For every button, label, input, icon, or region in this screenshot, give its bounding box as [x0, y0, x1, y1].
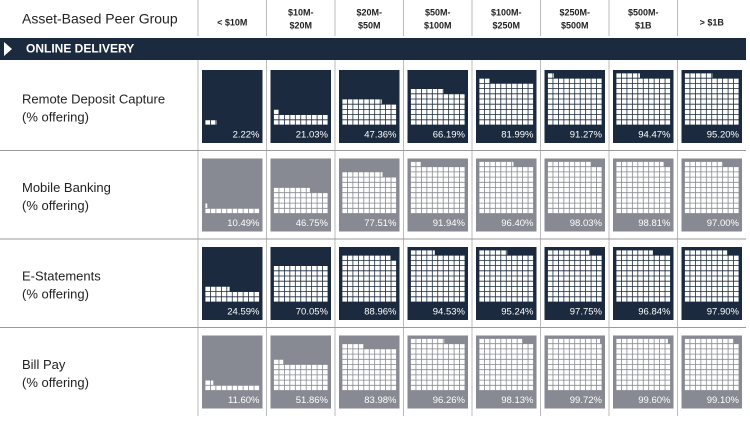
waffle-fill	[684, 72, 740, 126]
value-label: 96.26%	[433, 395, 466, 406]
value-label: 95.20%	[707, 130, 740, 141]
value-label: 51.86%	[296, 395, 329, 406]
waffle-fill	[478, 338, 534, 391]
waffle-fill	[615, 338, 671, 391]
table-title: Asset-Based Peer Group	[22, 11, 178, 27]
column-header: $50M-	[425, 7, 451, 17]
column-header: $500M	[561, 20, 589, 30]
waffle-fill	[684, 338, 740, 391]
value-label: 70.05%	[296, 307, 329, 318]
column-header: $20M	[289, 20, 312, 30]
row-label: Bill Pay	[22, 357, 66, 372]
value-label: 96.84%	[638, 307, 671, 318]
waffle-fill	[204, 202, 260, 214]
value-label: 24.59%	[227, 307, 260, 318]
waffle-fill	[615, 161, 671, 214]
section-band	[0, 38, 746, 60]
waffle-fill	[273, 109, 329, 126]
value-label: 99.60%	[638, 395, 671, 406]
column-header: $1B	[635, 20, 652, 30]
value-label: 94.53%	[433, 307, 466, 318]
value-label: 91.94%	[433, 218, 466, 229]
section-arrow	[4, 42, 12, 56]
row-note: (% offering)	[22, 286, 89, 301]
waffle-box	[202, 158, 263, 232]
waffle-fill	[341, 171, 397, 214]
waffle-fill	[478, 77, 534, 126]
value-label: 99.10%	[707, 395, 740, 406]
column-header: $250M	[492, 20, 520, 30]
column-header: $100M-	[491, 7, 522, 17]
value-label: 2.22%	[233, 130, 260, 141]
value-label: 96.40%	[501, 218, 534, 229]
value-label: 21.03%	[296, 130, 329, 141]
waffle-fill	[204, 286, 260, 303]
row-note: (% offering)	[22, 198, 89, 213]
value-label: 99.72%	[570, 395, 603, 406]
value-label: 10.49%	[227, 218, 260, 229]
waffle-fill	[204, 379, 260, 391]
row-note: (% offering)	[22, 375, 89, 390]
value-label: 47.36%	[364, 130, 397, 141]
value-label: 98.13%	[501, 395, 534, 406]
value-label: 46.75%	[296, 218, 329, 229]
waffle-box	[270, 70, 331, 143]
waffle-fill	[410, 338, 466, 391]
value-label: 98.03%	[570, 218, 603, 229]
waffle-fill	[478, 249, 534, 303]
value-label: 77.51%	[364, 218, 397, 229]
column-header: $100M	[424, 20, 452, 30]
column-header: $250M-	[559, 7, 590, 17]
row-label: Mobile Banking	[22, 180, 111, 195]
waffle-fill	[547, 338, 603, 391]
waffle-fill	[684, 249, 740, 303]
waffle-fill	[478, 161, 534, 214]
column-header: $50M	[358, 20, 381, 30]
section-title: ONLINE DELIVERY	[26, 42, 134, 56]
value-label: 97.90%	[707, 307, 740, 318]
waffle-box	[202, 335, 263, 409]
waffle-fill	[341, 254, 397, 303]
waffle-fill	[410, 249, 466, 303]
column-header: $500M-	[628, 7, 659, 17]
value-label: 83.98%	[364, 395, 397, 406]
waffle-fill	[547, 161, 603, 214]
waffle-fill	[273, 187, 329, 214]
waffle-fill	[547, 249, 603, 303]
value-label: 97.75%	[570, 307, 603, 318]
waffle-box	[202, 247, 263, 320]
value-label: 11.60%	[228, 395, 260, 406]
waffle-fill	[341, 98, 397, 126]
column-header: $20M-	[356, 7, 382, 17]
waffle-fill	[547, 72, 603, 126]
value-label: 88.96%	[364, 307, 397, 318]
waffle-fill	[684, 161, 740, 214]
value-label: 94.47%	[638, 130, 671, 141]
waffle-fill	[410, 161, 466, 214]
row-note: (% offering)	[22, 109, 89, 124]
column-header: < $10M	[217, 17, 247, 27]
waffle-box	[202, 70, 263, 143]
waffle-fill	[273, 358, 329, 391]
value-label: 66.19%	[433, 130, 466, 141]
waffle-fill	[204, 119, 218, 126]
waffle-fill	[615, 249, 671, 303]
value-label: 95.24%	[501, 307, 534, 318]
column-header: > $1B	[700, 17, 725, 27]
value-label: 91.27%	[570, 130, 603, 141]
row-label: E-Statements	[22, 268, 101, 283]
value-label: 81.99%	[501, 130, 534, 141]
waffle-fill	[615, 72, 671, 126]
value-label: 98.81%	[638, 218, 671, 229]
waffle-fill	[273, 260, 329, 303]
value-label: 97.00%	[707, 218, 740, 229]
waffle-fill	[410, 88, 466, 126]
column-header: $10M-	[288, 7, 314, 17]
row-label: Remote Deposit Capture	[22, 91, 165, 106]
waffle-fill	[341, 343, 397, 391]
